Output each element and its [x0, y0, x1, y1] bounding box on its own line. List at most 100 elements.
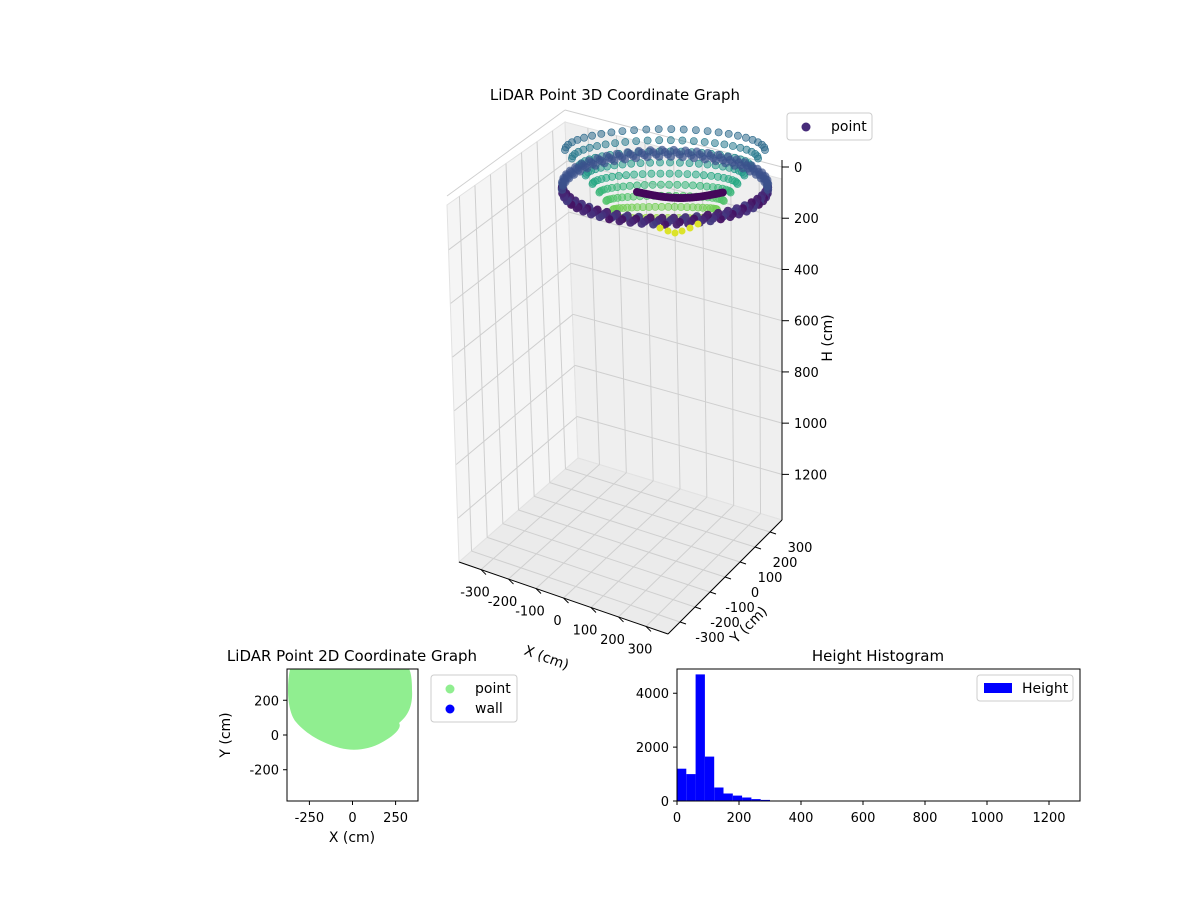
point-3d	[724, 129, 733, 138]
hist-title: Height Histogram	[812, 647, 944, 665]
point-3d	[656, 169, 665, 178]
y-tick-label-3d: 100	[758, 571, 783, 586]
legend-hist: Height	[976, 674, 1074, 702]
point-3d	[611, 139, 619, 147]
plot-area-2d	[288, 669, 413, 750]
grid-line-z-left	[455, 365, 576, 465]
ticks-2d: -250 0 250 -200 0 200	[249, 694, 408, 826]
grid-line-y-left	[552, 130, 566, 469]
panel-3d: LiDAR Point 3D Coordinate Graph -300-200…	[446, 86, 873, 674]
hist-x-tick-label: 1000	[970, 811, 1003, 826]
point-3d	[595, 212, 604, 222]
point-3d	[678, 227, 686, 235]
point-3d	[729, 142, 737, 150]
point-3d	[588, 131, 596, 140]
y-tick-3d	[754, 546, 762, 550]
axes-frame-hist	[676, 668, 1081, 802]
hist-y-tick-label: 2000	[636, 741, 669, 756]
y-tick-label-3d: 300	[788, 541, 813, 556]
grid-line-y-left	[474, 185, 488, 538]
x-tick-3d	[480, 569, 487, 575]
point-3d	[585, 143, 594, 152]
y-axis-label-2d: Y (cm)	[218, 712, 234, 758]
y-tick-label-2d: -200	[249, 764, 279, 779]
z-tick-label-3d: 1200	[794, 468, 827, 483]
point-3d	[638, 170, 647, 178]
hist-bar	[751, 799, 761, 801]
point-3d	[648, 180, 657, 189]
point-3d	[685, 159, 694, 167]
point-3d	[630, 126, 638, 135]
y-tick-3d	[679, 621, 687, 625]
y-tick-3d	[724, 576, 732, 580]
hist-bar	[760, 799, 770, 801]
point-3d	[573, 135, 582, 144]
y-tick-label-2d: 200	[254, 694, 279, 709]
point-3d	[666, 152, 676, 161]
point-3d	[630, 170, 638, 179]
grid-line-x-back	[730, 165, 735, 506]
point-3d	[726, 188, 735, 197]
point-3d	[657, 180, 665, 189]
hist-y-tick-label: 4000	[636, 687, 669, 702]
z-tick-label-3d: 600	[794, 315, 819, 330]
x-tick-label-3d: 200	[600, 633, 625, 648]
z-tick-label-3d: 1000	[794, 417, 827, 432]
grid-line-y-left	[521, 152, 535, 497]
point-3d	[689, 137, 698, 145]
legend-2d-marker-wall	[445, 704, 455, 714]
panel-histogram: Height Histogram 0 200 400 600 800 1000 1200 0 2…	[636, 647, 1081, 826]
x-tick-label-3d: -200	[488, 595, 518, 610]
grid-line-y	[487, 536, 696, 608]
point-3d	[626, 218, 635, 227]
point-3d	[667, 125, 676, 134]
x-tick-label-3d: 100	[573, 623, 598, 638]
point-3d	[694, 220, 702, 228]
point-3d	[631, 153, 641, 163]
grid-line-z	[570, 262, 783, 322]
point-3d	[696, 181, 705, 190]
point-3d	[637, 219, 646, 228]
point-3d	[679, 125, 688, 134]
point-3d	[673, 180, 682, 189]
hist-bar	[732, 795, 743, 801]
point-3d	[608, 172, 616, 181]
point-3d	[636, 159, 645, 167]
z-axis-label-3d: H (cm)	[820, 314, 836, 361]
y-tick-3d	[694, 606, 702, 610]
x-tick-label-2d: 0	[348, 811, 356, 826]
point-3d	[665, 169, 674, 178]
point-3d	[719, 197, 728, 205]
x-tick-label-3d: 300	[628, 642, 653, 657]
y-tick-3d	[769, 531, 777, 535]
chart-3d-title: LiDAR Point 3D Coordinate Graph	[490, 86, 740, 104]
point-3d	[654, 125, 663, 134]
point-3d	[718, 188, 727, 197]
point-3d	[580, 133, 588, 142]
grid-line-y-left	[505, 163, 519, 511]
y-tick-3d	[739, 561, 747, 565]
grid-line-x-back	[758, 172, 762, 514]
y-tick-label-3d: -300	[695, 631, 725, 646]
legend-hist-swatch	[984, 683, 1012, 693]
point-3d	[761, 146, 769, 154]
point-3d	[707, 171, 716, 180]
x-tick-3d	[645, 626, 652, 632]
point-3d	[610, 156, 619, 166]
hist-x-tick-label: 200	[727, 811, 752, 826]
point-3d	[600, 158, 609, 168]
grid-line-z-left	[457, 416, 578, 519]
x-tick-label-3d: 0	[553, 614, 561, 629]
hist-x-tick-label: 1200	[1032, 811, 1065, 826]
point-3d	[711, 139, 719, 147]
grid-line-z	[574, 364, 783, 424]
legend-3d-marker-point	[801, 122, 811, 132]
point-cloud-2d	[288, 669, 413, 750]
point-3d	[618, 127, 627, 136]
x-tick-label-3d: -300	[460, 586, 490, 601]
point-3d	[689, 181, 697, 190]
point-3d	[605, 215, 614, 224]
x-tick-3d	[618, 616, 624, 623]
grid-line-y	[502, 523, 711, 593]
